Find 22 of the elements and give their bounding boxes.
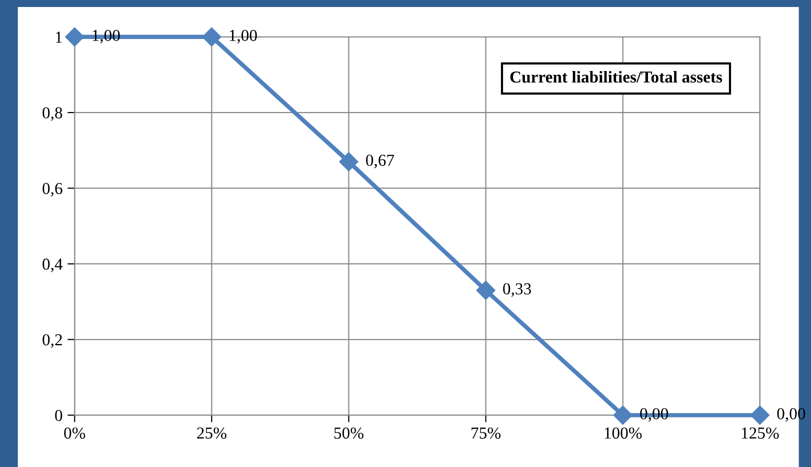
- y-tick-label: 1: [56, 32, 62, 43]
- point: [750, 406, 770, 425]
- data-label: 1,00: [230, 30, 257, 44]
- point: [202, 27, 222, 46]
- y-tick-label: 0,6: [42, 182, 62, 197]
- x-tick-label: 25%: [197, 427, 226, 439]
- y-tick-label: 0,2: [42, 334, 62, 348]
- point: [65, 27, 84, 46]
- y-tick-label: 0,8: [42, 107, 62, 121]
- point: [339, 152, 358, 172]
- x-tick-label: 125%: [742, 427, 779, 439]
- y-tick-label: 0: [55, 410, 62, 422]
- data-label: 0,67: [366, 154, 394, 168]
- data-label: 0,33: [503, 283, 531, 297]
- point: [476, 280, 496, 300]
- x-tick-label: 75%: [472, 427, 500, 439]
- x-tick-label: 50%: [334, 427, 364, 439]
- x-tick-label: 0%: [64, 427, 86, 439]
- point: [613, 406, 632, 425]
- text: Current liabilities/Total assets: [510, 70, 722, 83]
- x-tick-label: 100%: [604, 427, 642, 439]
- y-tick-label: 0,4: [42, 258, 63, 272]
